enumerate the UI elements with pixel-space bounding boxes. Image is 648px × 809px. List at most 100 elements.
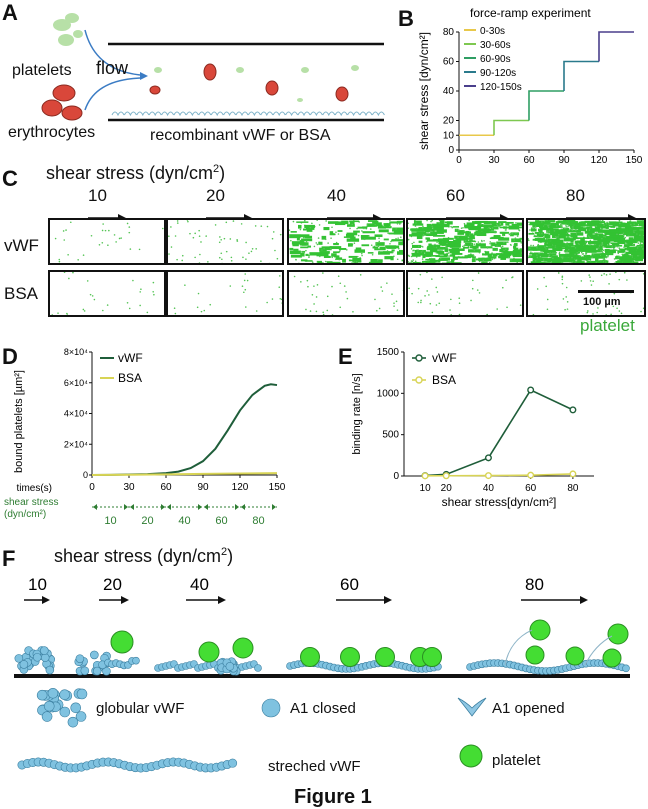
platelets-label: platelets xyxy=(12,62,72,80)
shear-segment-label: 10 xyxy=(104,515,116,527)
x-axis-label: times(s) xyxy=(16,483,52,494)
legend-platelet-label: platelet xyxy=(492,752,540,769)
a1-bead-icon xyxy=(255,665,262,672)
micrograph-vwf xyxy=(166,218,284,265)
a1-bead-icon xyxy=(68,717,78,727)
platelet-icon xyxy=(199,642,219,662)
coating-squiggle xyxy=(286,112,298,115)
shear-value-label: 60 xyxy=(446,186,465,206)
coating-squiggle xyxy=(199,112,211,115)
chart-title: force-ramp experiment xyxy=(470,6,591,20)
x-tick-label: 60 xyxy=(523,155,535,165)
legend-globular-label: globular vWF xyxy=(96,700,184,717)
series-line xyxy=(494,121,529,136)
legend-marker xyxy=(416,377,422,383)
coating-squiggle xyxy=(124,112,136,115)
a1-bead-icon xyxy=(44,701,54,711)
coating-squiggle xyxy=(348,112,360,115)
shear-segment-label: 80 xyxy=(252,515,264,527)
coating-squiggle xyxy=(149,112,161,115)
coating-squiggle xyxy=(162,112,174,115)
a1-bead-icon xyxy=(81,667,89,675)
x-tick-label: 40 xyxy=(483,483,495,494)
shear-arrow-icon xyxy=(93,504,97,510)
platelet-icon xyxy=(423,648,442,667)
data-point xyxy=(570,407,576,413)
series-line xyxy=(599,32,634,62)
scale-bar xyxy=(578,290,634,293)
shear-segment-label: 40 xyxy=(178,515,190,527)
y-axis-label: bound platelets [µm²] xyxy=(13,370,25,473)
shear-segment-label: 60 xyxy=(215,515,227,527)
x-tick-label: 120 xyxy=(591,155,608,165)
shear-arrow-icon xyxy=(235,504,239,510)
shear-value-label: 10 xyxy=(28,575,47,594)
x-tick-label: 150 xyxy=(626,155,643,165)
shear-segment-label: 20 xyxy=(141,515,153,527)
y-tick-label: 6×10⁴ xyxy=(64,378,88,388)
legend-label: 120-150s xyxy=(480,82,522,93)
x-tick-label: 60 xyxy=(525,483,537,494)
y-tick-label: 0 xyxy=(393,471,399,482)
panel-c-title: shear stress (dyn/cm2) xyxy=(46,163,225,184)
coating-squiggle xyxy=(174,112,186,115)
a1-bead-icon xyxy=(262,699,280,717)
vwf-coating-icon xyxy=(112,112,384,115)
x-tick-label: 120 xyxy=(232,482,249,493)
legend-a1-opened-label: A1 opened xyxy=(492,700,565,717)
y-tick-label: 1500 xyxy=(377,347,400,358)
x-tick-label: 10 xyxy=(420,483,432,494)
panel-f-title: shear stress (dyn/cm2) xyxy=(54,546,233,567)
coating-squiggle xyxy=(261,112,273,115)
micrograph-bsa xyxy=(287,270,405,317)
x-tick-label: 20 xyxy=(441,483,453,494)
y-tick-label: 20 xyxy=(443,116,455,127)
shear-axis-label: shear stress xyxy=(4,497,58,508)
coating-squiggle xyxy=(372,112,384,115)
shear-arrow-icon xyxy=(161,504,165,510)
platelet-icon xyxy=(608,624,628,644)
micrograph-bsa xyxy=(406,270,524,317)
a1-bead-icon xyxy=(71,703,81,713)
x-tick-label: 30 xyxy=(123,482,135,493)
x-tick-label: 90 xyxy=(558,155,570,165)
x-tick-label: 80 xyxy=(567,483,579,494)
data-point xyxy=(486,455,492,461)
a1-bead-icon xyxy=(623,665,630,672)
shear-value-label: 20 xyxy=(103,575,122,594)
flow-label: flow xyxy=(96,58,128,79)
platelet-icon xyxy=(301,648,320,667)
legend-label: 0-30s xyxy=(480,26,505,37)
platelet-icon xyxy=(603,649,621,667)
scale-bar-label: 100 µm xyxy=(583,296,621,308)
legend-label: BSA xyxy=(432,373,456,387)
x-tick-label: 90 xyxy=(197,482,209,493)
a1-bead-icon xyxy=(93,667,101,675)
series-line xyxy=(529,91,564,121)
a1-bead-icon xyxy=(60,707,70,717)
y-tick-label: 60 xyxy=(443,57,455,68)
x-axis-label: shear stress[dyn/cm²] xyxy=(442,495,557,509)
platelet-icon xyxy=(341,648,360,667)
data-point xyxy=(570,471,576,477)
coating-squiggle xyxy=(298,112,310,115)
data-point xyxy=(422,473,428,479)
shear-value-label: 40 xyxy=(190,575,209,594)
x-tick-label: 0 xyxy=(89,482,95,493)
coating-squiggle xyxy=(224,112,236,115)
micrograph-bsa xyxy=(166,270,284,317)
legend-marker xyxy=(416,355,422,361)
shear-arrow-icon xyxy=(241,504,245,510)
y-axis-label: shear stress [dyn/cm²] xyxy=(417,32,431,150)
y-tick-label: 500 xyxy=(382,430,399,441)
coating-squiggle xyxy=(310,112,322,115)
coating-squiggle xyxy=(211,112,223,115)
coating-squiggle xyxy=(273,112,285,115)
a1-bead-icon xyxy=(40,647,48,655)
x-tick-label: 30 xyxy=(488,155,500,165)
a1-bead-icon xyxy=(33,653,41,661)
platelet-icon xyxy=(233,638,253,658)
